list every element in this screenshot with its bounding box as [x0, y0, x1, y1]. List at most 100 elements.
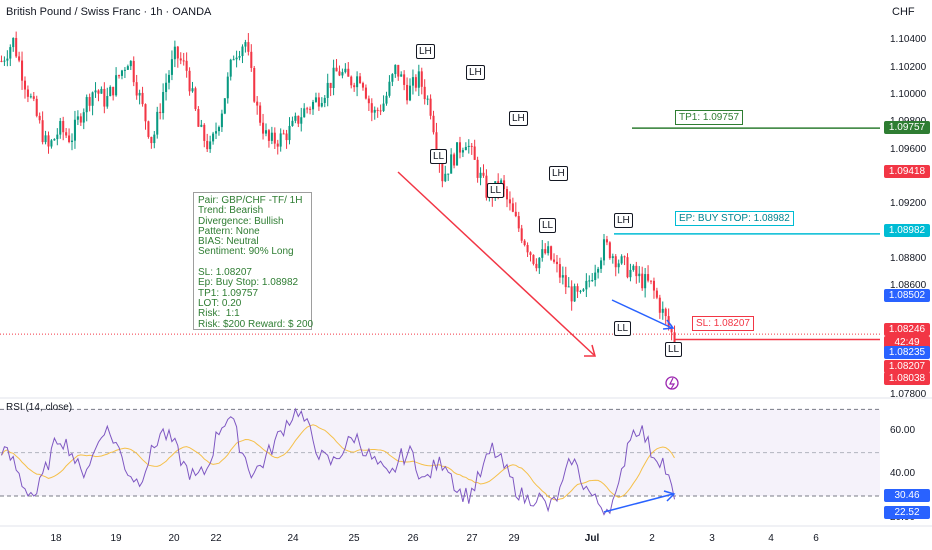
candle-body — [470, 145, 473, 147]
info-line: Pair: GBP/CHF -TF/ 1H — [198, 195, 303, 206]
candle-body — [73, 119, 76, 141]
candle-body — [414, 77, 417, 88]
candle-body — [29, 96, 32, 98]
candle-body — [247, 42, 250, 52]
info-line: SL: 1.08207 — [198, 267, 252, 279]
tp1-tag: TP1: 1.09757 — [675, 110, 744, 125]
candle-body — [550, 246, 553, 260]
candle-body — [532, 254, 535, 264]
trade-info-box: Pair: GBP/CHF -TF/ 1H Trend: Bearish Diver… — [193, 192, 313, 330]
candle-body — [270, 132, 273, 141]
candle-body — [673, 332, 676, 345]
candle-body — [262, 122, 265, 134]
candle-body — [400, 74, 403, 77]
info-line: Risk: 1:1 — [198, 308, 240, 320]
candle-body — [153, 134, 156, 144]
time-tick-label: 22 — [210, 533, 222, 544]
candle-body — [403, 74, 406, 85]
price-pill: 1.09757 — [884, 121, 930, 134]
candle-body — [123, 69, 126, 71]
candle-body — [514, 211, 517, 217]
candle-body — [620, 256, 623, 264]
candle-body — [200, 124, 203, 127]
candle-body — [223, 98, 226, 114]
candle-body — [162, 92, 165, 114]
candle-body — [408, 85, 412, 101]
candle-body — [18, 56, 21, 61]
sl-tag: SL: 1.08207 — [692, 316, 754, 331]
candle-body — [138, 92, 141, 96]
price-tick-label: 1.10400 — [890, 34, 927, 46]
candle-body — [68, 135, 71, 142]
rsi-tick-label: 40.00 — [890, 468, 916, 480]
candle-body — [638, 273, 641, 277]
candle-body — [359, 76, 362, 84]
info-line: BIAS: Neutral — [198, 236, 259, 248]
candle-body — [264, 130, 268, 134]
candle-body — [388, 81, 391, 96]
time-tick-label: 24 — [287, 533, 299, 544]
candle-body — [476, 159, 479, 178]
candle-body — [376, 109, 379, 111]
candle-body — [529, 252, 532, 255]
time-tick-label: 4 — [768, 533, 774, 544]
info-line: Ep: Buy Stop: 1.08982 — [198, 277, 299, 289]
candle-body — [329, 82, 332, 89]
candle-body — [644, 274, 647, 289]
lower-high-label: LH — [416, 44, 435, 59]
candle-body — [617, 263, 620, 268]
info-line: TP1: 1.09757 — [198, 287, 259, 299]
candle-body — [597, 268, 600, 273]
candle-body — [317, 97, 320, 107]
lower-high-label: LH — [549, 166, 568, 181]
candle-body — [385, 95, 388, 104]
candle-body — [647, 274, 650, 281]
candle-body — [214, 131, 218, 134]
rsi-line — [1, 407, 675, 516]
candle-body — [238, 56, 241, 58]
candle-body — [79, 116, 82, 123]
candle-body — [417, 71, 420, 88]
candle-body — [579, 290, 582, 292]
price-divergence-head — [662, 319, 675, 330]
bearish-arrow-head — [584, 344, 596, 357]
candle-body — [544, 249, 547, 254]
candle-body — [106, 96, 109, 107]
candle-body — [453, 154, 456, 166]
candle-body — [485, 175, 488, 198]
candle-body — [170, 59, 173, 75]
candle-body — [391, 74, 394, 82]
rsi-divergence-head — [663, 490, 676, 502]
rsi-title[interactable]: RSI (14, close) — [6, 402, 73, 413]
candle-body — [41, 120, 44, 143]
candle-body — [194, 88, 197, 110]
info-line: Divergence: Bullish — [198, 215, 284, 227]
candle-body — [197, 109, 200, 127]
candle-body — [235, 57, 238, 60]
price-pill: 1.08235 — [884, 346, 930, 359]
candle-body — [253, 67, 256, 102]
candle-body — [9, 47, 12, 59]
candle-body — [629, 269, 632, 278]
candle-body — [21, 60, 24, 81]
lower-high-label: LH — [466, 65, 485, 80]
candle-body — [82, 112, 85, 123]
candle-body — [94, 90, 97, 93]
info-line: Trend: Bearish — [198, 205, 264, 217]
candle-body — [626, 257, 629, 278]
candle-body — [461, 150, 464, 153]
time-tick-label: 6 — [813, 533, 819, 544]
rsi-value-pill: 22.52 — [884, 506, 930, 519]
candle-body — [411, 77, 414, 86]
candle-body — [570, 286, 573, 302]
price-pill: 1.08982 — [884, 224, 930, 237]
candle-body — [294, 115, 297, 121]
candle-body — [285, 133, 288, 141]
candle-body — [323, 97, 326, 104]
candle-body — [341, 72, 344, 76]
candle-body — [561, 275, 564, 278]
candle-body — [70, 140, 74, 142]
candle-body — [541, 249, 544, 258]
candle-body — [6, 58, 9, 61]
